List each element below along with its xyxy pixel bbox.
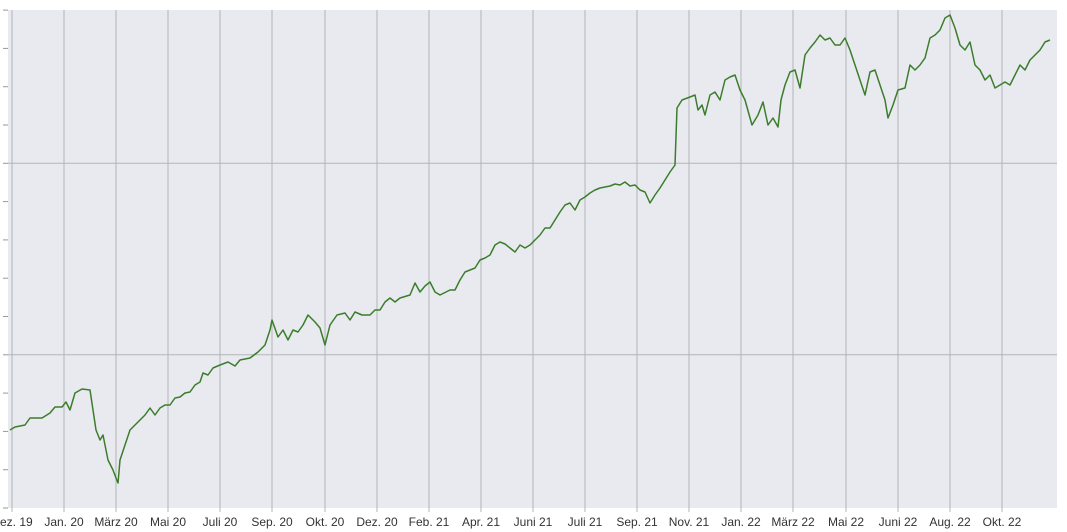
x-tick-label: Feb. 21 bbox=[409, 515, 450, 529]
x-tick-label: März 22 bbox=[771, 515, 815, 529]
x-tick-label: Jan. 22 bbox=[721, 515, 761, 529]
x-tick-label: Okt. 22 bbox=[983, 515, 1022, 529]
x-tick-label: Okt. 20 bbox=[306, 515, 345, 529]
x-tick-label: März 20 bbox=[94, 515, 138, 529]
line bbox=[9, 14, 1051, 484]
x-tick-label: Aug. 22 bbox=[929, 515, 971, 529]
x-tick-label: Juni 21 bbox=[514, 515, 553, 529]
x-tick-label: Juni 22 bbox=[879, 515, 918, 529]
x-tick-label: Apr. 21 bbox=[462, 515, 500, 529]
x-tick-label: Juli 20 bbox=[203, 515, 238, 529]
x-tick-label: Jan. 20 bbox=[44, 515, 84, 529]
x-tick-label: Juli 21 bbox=[568, 515, 603, 529]
x-tick-label: Nov. 21 bbox=[669, 515, 710, 529]
x-tick-label: Sep. 21 bbox=[616, 515, 658, 529]
x-tick-label: Sep. 20 bbox=[251, 515, 293, 529]
x-tick-label: Mai 22 bbox=[828, 515, 864, 529]
x-tick-label: ez. 19 bbox=[0, 515, 33, 529]
x-tick-label: Mai 20 bbox=[150, 515, 186, 529]
x-tick-label: Dez. 20 bbox=[356, 515, 398, 529]
